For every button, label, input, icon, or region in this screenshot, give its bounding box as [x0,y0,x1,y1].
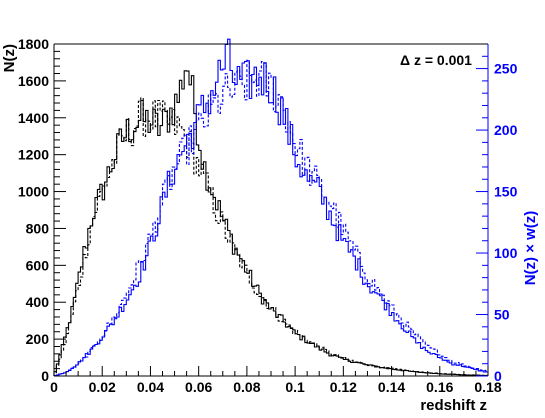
y-left-tick-label: 1800 [18,36,49,52]
x-axis-title: redshift z [420,397,487,414]
bin-width-annotation: Δ z = 0.001 [400,52,472,68]
y-right-tick-label: 200 [494,122,518,138]
x-tick-label: 0.16 [426,379,453,395]
y-left-tick-label: 800 [26,220,50,236]
y-right-tick-label: 150 [494,184,518,200]
x-tick-label: 0.08 [233,379,260,395]
y-right-tick-label: 100 [494,245,518,261]
y-right-tick-label: 250 [494,61,518,77]
x-tick-label: 0.12 [330,379,357,395]
series-right-dashed-histogram [53,59,488,377]
y-left-tick-label: 1200 [18,147,49,163]
x-tick-label: 0 [50,379,58,395]
y-axis-right-title: N(z) × w(z) [522,211,539,286]
y-left-tick-label: 1400 [18,110,49,126]
y-left-tick-label: 1000 [18,184,49,200]
y-axis-left-title: N(z) [1,44,18,72]
x-tick-label: 0.02 [89,379,116,395]
x-tick-label: 0.18 [474,379,501,395]
y-left-tick-label: 200 [26,331,50,347]
y-right-tick-label: 50 [494,307,510,323]
x-tick-label: 0.14 [378,379,405,395]
series-left-solid-histogram [53,70,488,376]
series-right-solid-histogram [53,38,488,377]
x-tick-label: 0.06 [185,379,212,395]
y-left-tick-label: 0 [41,368,49,384]
series-left-dashed-histogram [53,97,488,376]
y-left-tick-label: 400 [26,294,50,310]
x-tick-label: 0.04 [137,379,164,395]
y-left-tick-label: 1600 [18,73,49,89]
plot-area [53,38,488,377]
y-right-tick-label: 0 [494,368,502,384]
x-tick-label: 0.1 [285,379,305,395]
axes: 0 0.02 0.04 0.06 0.08 0.1 0.12 0.14 0.16 0.180200… [18,36,518,395]
y-left-tick-label: 600 [26,257,50,273]
